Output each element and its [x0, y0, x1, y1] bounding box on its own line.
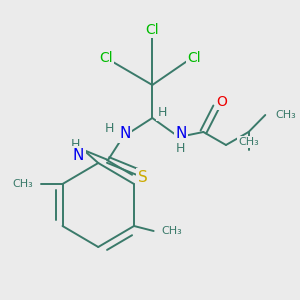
Text: Cl: Cl	[146, 23, 159, 37]
Text: Cl: Cl	[99, 51, 113, 65]
Text: N: N	[175, 127, 187, 142]
Text: CH₃: CH₃	[238, 137, 259, 147]
Text: CH₃: CH₃	[275, 110, 296, 120]
Text: O: O	[217, 95, 227, 109]
Text: CH₃: CH₃	[12, 179, 33, 189]
Text: CH₃: CH₃	[161, 226, 182, 236]
Text: N: N	[119, 127, 130, 142]
Text: N: N	[73, 148, 84, 163]
Text: Cl: Cl	[188, 51, 201, 65]
Text: S: S	[138, 169, 147, 184]
Text: H: H	[104, 122, 114, 136]
Text: H: H	[176, 142, 185, 155]
Text: H: H	[158, 106, 167, 119]
Text: H: H	[71, 139, 80, 152]
